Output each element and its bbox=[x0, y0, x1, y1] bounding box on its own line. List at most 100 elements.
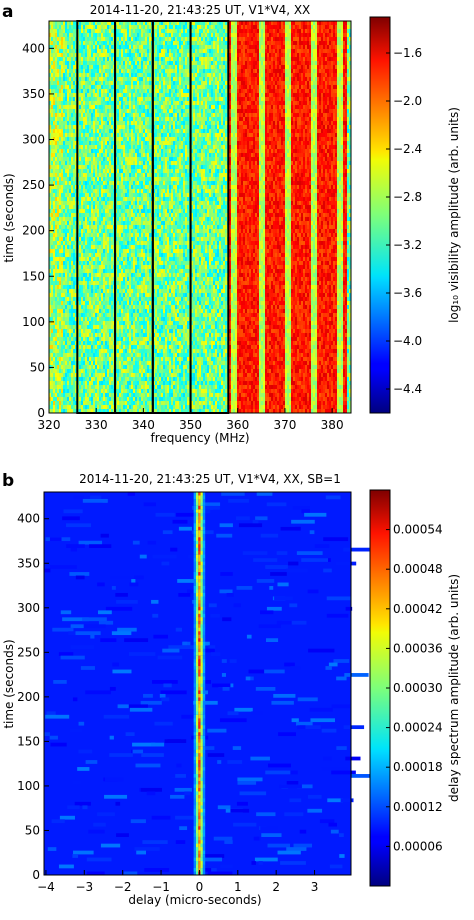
heatmap-a-cell bbox=[57, 301, 60, 306]
heatmap-a-cell bbox=[89, 101, 92, 106]
heatmap-a-cell bbox=[99, 145, 102, 150]
heatmap-a-cell bbox=[67, 213, 70, 218]
heatmap-a-cell bbox=[67, 49, 70, 54]
heatmap-a-cell bbox=[101, 57, 104, 62]
heatmap-a-cell bbox=[75, 73, 78, 78]
heatmap-a-cell bbox=[51, 225, 54, 230]
heatmap-a-cell bbox=[49, 157, 52, 162]
heatmap-a-cell bbox=[95, 369, 98, 374]
heatmap-a-cell bbox=[83, 233, 86, 238]
heatmap-a-cell bbox=[67, 29, 70, 34]
heatmap-a-cell bbox=[57, 397, 60, 402]
heatmap-a-cell bbox=[83, 305, 86, 310]
heatmap-a-cell bbox=[97, 29, 100, 34]
heatmap-a-cell bbox=[95, 357, 98, 362]
heatmap-a-cell bbox=[87, 369, 90, 374]
heatmap-a-cell bbox=[89, 61, 92, 66]
heatmap-a-cell bbox=[63, 261, 66, 266]
heatmap-a-cell bbox=[85, 281, 88, 286]
heatmap-a-cell bbox=[71, 65, 74, 70]
heatmap-a-cell bbox=[93, 345, 96, 350]
heatmap-a-cell bbox=[55, 85, 58, 90]
heatmap-a-cell bbox=[81, 61, 84, 66]
heatmap-a-cell bbox=[83, 213, 86, 218]
heatmap-a-cell bbox=[59, 53, 62, 58]
heatmap-a-cell bbox=[103, 101, 106, 106]
heatmap-a-cell bbox=[63, 177, 66, 182]
heatmap-a-cell bbox=[93, 61, 96, 66]
heatmap-a-cell bbox=[69, 317, 72, 322]
heatmap-a-cell bbox=[61, 89, 64, 94]
heatmap-a-cell bbox=[75, 109, 78, 114]
heatmap-a-cell bbox=[83, 209, 86, 214]
heatmap-a-cell bbox=[57, 281, 60, 286]
heatmap-a-cell bbox=[55, 329, 58, 334]
heatmap-a-cell bbox=[75, 45, 78, 50]
heatmap-a-cell bbox=[85, 29, 88, 34]
heatmap-a-cell bbox=[79, 217, 82, 222]
heatmap-a-cell bbox=[51, 217, 54, 222]
heatmap-a-cell bbox=[91, 161, 94, 166]
heatmap-a-cell bbox=[59, 81, 62, 86]
heatmap-a-cell bbox=[99, 397, 102, 402]
heatmap-a-cell bbox=[103, 337, 106, 342]
heatmap-a-cell bbox=[73, 329, 76, 334]
heatmap-a-cell bbox=[91, 169, 94, 174]
heatmap-a-cell bbox=[57, 161, 60, 166]
heatmap-a-cell bbox=[89, 261, 92, 266]
heatmap-a-cell bbox=[71, 93, 74, 98]
heatmap-a-cell bbox=[91, 325, 94, 330]
heatmap-a-cell bbox=[49, 165, 52, 170]
heatmap-a-cell bbox=[81, 241, 84, 246]
heatmap-a-cell bbox=[81, 353, 84, 358]
heatmap-a-cell bbox=[89, 73, 92, 78]
heatmap-a-cell bbox=[75, 241, 78, 246]
heatmap-a-cell bbox=[55, 81, 58, 86]
heatmap-a-cell bbox=[95, 293, 98, 298]
heatmap-a-cell bbox=[67, 241, 70, 246]
heatmap-a-cell bbox=[85, 33, 88, 38]
heatmap-a-cell bbox=[69, 53, 72, 58]
heatmap-a-cell bbox=[75, 53, 78, 58]
heatmap-a-cell bbox=[53, 305, 56, 310]
heatmap-a-cell bbox=[49, 45, 52, 50]
heatmap-a-cell bbox=[63, 341, 66, 346]
heatmap-a-cell bbox=[61, 25, 64, 30]
heatmap-a-cell bbox=[97, 57, 100, 62]
heatmap-a-cell bbox=[51, 237, 54, 242]
heatmap-a-cell bbox=[55, 29, 58, 34]
heatmap-a-cell bbox=[85, 177, 88, 182]
heatmap-a-cell bbox=[65, 289, 68, 294]
heatmap-a-cell bbox=[83, 333, 86, 338]
heatmap-a-cell bbox=[91, 277, 94, 282]
heatmap-a-cell bbox=[75, 329, 78, 334]
heatmap-a-cell bbox=[63, 165, 66, 170]
heatmap-a-cell bbox=[69, 305, 72, 310]
heatmap-a-cell bbox=[87, 193, 90, 198]
heatmap-a-cell bbox=[103, 85, 106, 90]
heatmap-a-cell bbox=[67, 405, 70, 410]
heatmap-a-cell bbox=[101, 369, 104, 374]
heatmap-a-cell bbox=[51, 353, 54, 358]
heatmap-a-cell bbox=[71, 397, 74, 402]
heatmap-a-cell bbox=[93, 241, 96, 246]
heatmap-a-cell bbox=[85, 37, 88, 42]
heatmap-a-cell bbox=[51, 29, 54, 34]
heatmap-a-cell bbox=[81, 209, 84, 214]
heatmap-a-cell bbox=[61, 177, 64, 182]
heatmap-a-cell bbox=[83, 397, 86, 402]
heatmap-a-cell bbox=[55, 337, 58, 342]
heatmap-a-cell bbox=[81, 401, 84, 406]
heatmap-a-cell bbox=[93, 229, 96, 234]
heatmap-a-cell bbox=[95, 225, 98, 230]
heatmap-a-cell bbox=[51, 173, 54, 178]
heatmap-a-cell bbox=[101, 29, 104, 34]
heatmap-a-cell bbox=[73, 25, 76, 30]
heatmap-a-cell bbox=[81, 53, 84, 58]
heatmap-a-cell bbox=[57, 113, 60, 118]
heatmap-a-cell bbox=[99, 293, 102, 298]
heatmap-a-cell bbox=[103, 377, 106, 382]
heatmap-a-cell bbox=[59, 337, 62, 342]
heatmap-a-cell bbox=[93, 89, 96, 94]
heatmap-a-cell bbox=[55, 21, 58, 26]
